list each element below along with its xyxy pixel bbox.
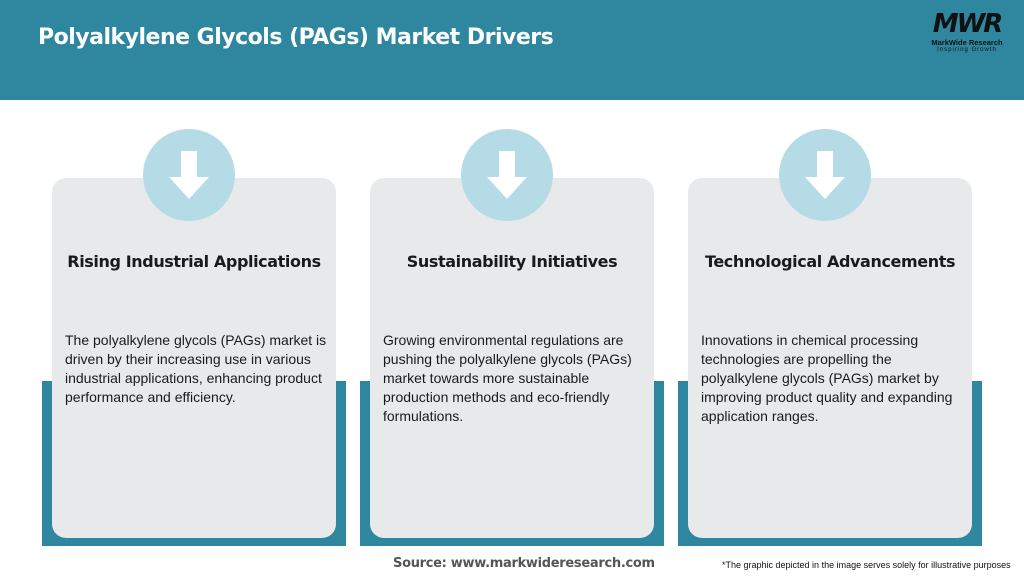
card-title: Sustainability Initiatives: [406, 252, 618, 271]
source-text: Source: www.markwideresearch.com: [393, 556, 655, 571]
arrow-down-icon: [487, 151, 527, 199]
icon-circle: [779, 129, 871, 221]
logo-name: MarkWide Research: [931, 38, 1003, 47]
logo: MWR MarkWide Research Inspiring Growth: [922, 10, 1012, 54]
icon-circle: [461, 129, 553, 221]
header-banner: Polyalkylene Glycols (PAGs) Market Drive…: [0, 0, 1024, 100]
disclaimer-note: *The graphic depicted in the image serve…: [722, 560, 1011, 570]
arrow-down-icon: [169, 151, 209, 199]
card-description: Innovations in chemical processing techn…: [701, 332, 953, 424]
page-title: Polyalkylene Glycols (PAGs) Market Drive…: [38, 25, 554, 50]
driver-card: Sustainability Initiatives Growing envir…: [370, 178, 654, 538]
driver-card: Technological Advancements Innovations i…: [688, 178, 972, 538]
card-title: Rising Industrial Applications: [67, 252, 321, 271]
card-title: Technological Advancements: [704, 252, 956, 271]
driver-card: Rising Industrial Applications The polya…: [52, 178, 336, 538]
card-description: Growing environmental regulations are pu…: [383, 332, 632, 424]
icon-circle: [143, 129, 235, 221]
logo-mark: MWR: [932, 9, 1004, 39]
logo-tagline: Inspiring Growth: [937, 47, 997, 53]
arrow-down-icon: [805, 151, 845, 199]
card-description: The polyalkylene glycols (PAGs) market i…: [65, 332, 327, 405]
